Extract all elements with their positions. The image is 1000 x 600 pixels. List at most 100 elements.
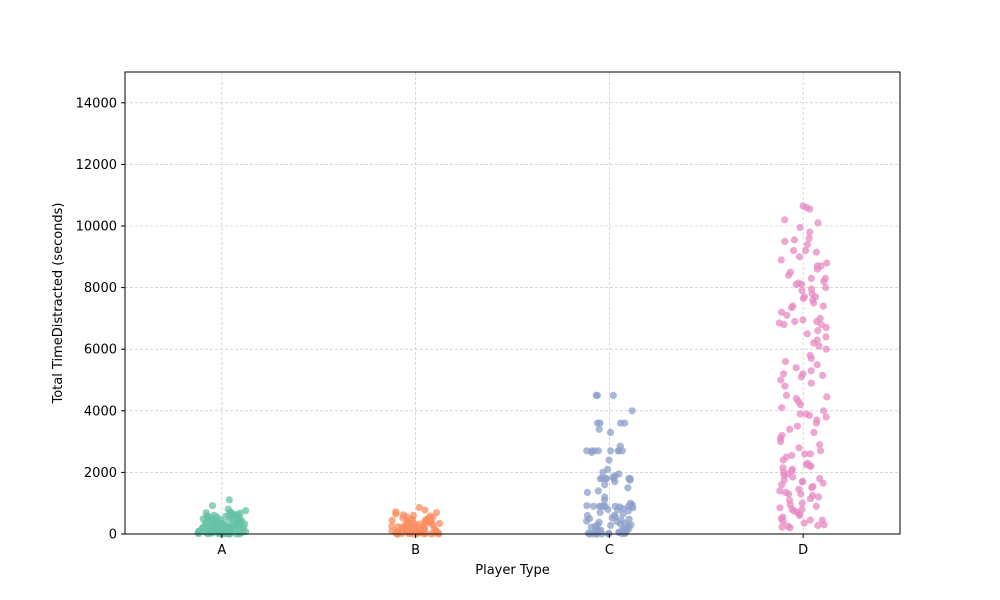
data-point-c [597, 502, 605, 510]
data-point-b [388, 522, 396, 530]
data-point-d [806, 462, 814, 470]
data-point-d [822, 284, 830, 292]
data-point-d [788, 451, 796, 460]
data-point-d [802, 203, 811, 212]
data-point-c [595, 425, 603, 433]
data-point-d [814, 219, 822, 227]
data-point-c [624, 484, 632, 492]
data-point-c [628, 407, 636, 415]
plot-frame [124, 71, 901, 535]
data-point-d [796, 223, 804, 232]
data-point-c [621, 419, 629, 427]
data-point-c [601, 481, 609, 489]
data-point-c [625, 475, 633, 483]
data-point-d [819, 479, 827, 487]
data-point-d [812, 419, 821, 427]
data-point-b [410, 525, 418, 533]
data-point-d [796, 511, 804, 520]
data-point-d [778, 481, 786, 489]
data-point-d [798, 280, 806, 289]
data-point-c [593, 521, 602, 529]
data-point-d [796, 410, 804, 418]
data-point-d [813, 361, 821, 369]
data-point-a [242, 507, 250, 515]
data-point-c [611, 502, 620, 510]
data-point-d [781, 382, 789, 390]
data-point-d [819, 302, 827, 310]
data-point-c [605, 456, 613, 464]
data-point-d [781, 357, 790, 366]
data-point-d [817, 321, 825, 329]
data-point-c [593, 391, 602, 399]
data-point-c [619, 525, 627, 534]
data-point-d [803, 240, 811, 249]
data-point-d [800, 519, 808, 527]
y-tick-label: 0 [109, 528, 117, 543]
data-point-c [583, 488, 592, 496]
data-point-d [799, 294, 807, 302]
data-point-d [783, 311, 791, 319]
data-point-c [607, 447, 615, 455]
data-point-a [225, 496, 233, 504]
data-point-c [594, 487, 602, 495]
data-point-d [805, 234, 813, 242]
data-point-d [817, 262, 825, 270]
data-point-c [611, 478, 619, 486]
data-point-c [599, 468, 607, 476]
data-point-c [596, 508, 604, 516]
data-point-d [807, 354, 815, 362]
data-point-d [781, 216, 789, 224]
x-axis-label: Player Type [475, 563, 549, 578]
data-point-d [823, 259, 831, 267]
data-point-d [796, 401, 805, 409]
data-point-d [779, 518, 787, 526]
data-point-d [814, 521, 822, 530]
data-point-a [207, 524, 215, 532]
y-tick-label: 4000 [84, 404, 117, 419]
data-point-a [232, 520, 241, 528]
data-point-d [802, 247, 810, 255]
data-point-d [790, 236, 799, 244]
data-point-c [583, 502, 591, 510]
data-point-d [807, 367, 815, 375]
data-point-d [785, 490, 793, 498]
x-tick-label: A [217, 543, 226, 558]
points-layer [194, 202, 831, 538]
y-tick-label: 14000 [76, 96, 117, 111]
data-point-c [596, 475, 605, 483]
data-point-d [790, 247, 798, 255]
data-point-c [590, 447, 598, 455]
data-point-d [819, 371, 827, 379]
data-point-c [584, 529, 593, 537]
data-point-d [810, 428, 818, 436]
y-tick-label: 2000 [84, 466, 117, 481]
data-point-c [619, 510, 627, 518]
data-point-d [822, 333, 830, 341]
y-tick-label: 8000 [84, 281, 117, 296]
x-tick-label: C [605, 543, 614, 558]
data-point-c [604, 505, 612, 513]
data-point-d [819, 407, 828, 415]
data-point-a [208, 502, 217, 510]
data-point-c [590, 502, 598, 510]
data-point-d [806, 228, 814, 236]
data-point-d [779, 370, 788, 378]
data-point-d [799, 478, 807, 486]
x-tick-label: D [798, 543, 808, 558]
data-point-d [815, 342, 823, 350]
data-point-d [814, 493, 823, 501]
data-point-d [778, 404, 786, 412]
data-point-d [792, 280, 800, 289]
data-point-c [596, 419, 604, 427]
data-point-b [405, 520, 413, 529]
data-point-d [807, 379, 816, 387]
data-point-c [600, 496, 609, 504]
data-point-d [789, 473, 797, 481]
data-point-d [810, 299, 818, 307]
y-axis-label: Total TimeDistracted (seconds) [51, 202, 66, 404]
y-tick-label: 6000 [84, 343, 117, 358]
data-point-d [776, 487, 784, 495]
data-point-d [785, 271, 793, 279]
data-point-b [435, 519, 444, 528]
